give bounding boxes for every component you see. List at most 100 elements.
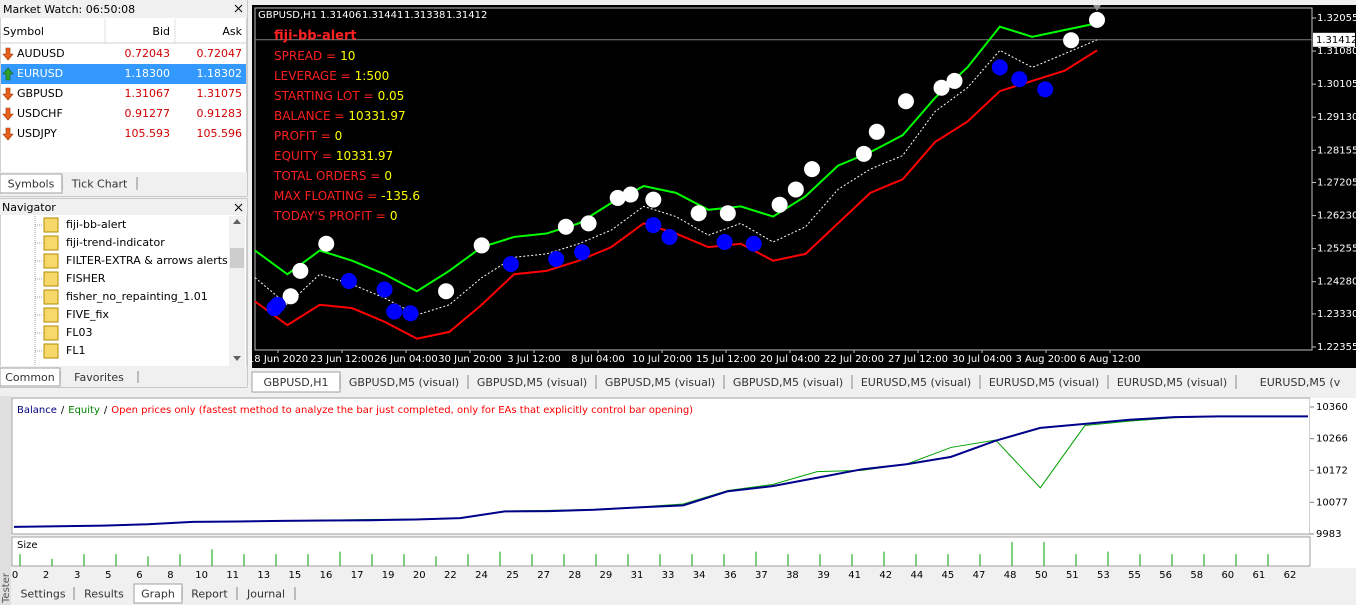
close-icon [234, 4, 243, 13]
x-label: 60 [1221, 570, 1234, 581]
time-label: 3 Aug 20:00 [1015, 354, 1076, 365]
indicator-icon [43, 217, 59, 233]
item-label: fiji-bb-alert [66, 218, 127, 231]
ohlc-price: 1.31441 [362, 10, 403, 21]
tab-label: Journal [246, 588, 285, 601]
quote-row[interactable]: USDJPY 105.593 105.596 [1, 124, 246, 144]
column-header: Ask [222, 25, 242, 38]
time-label: 6 Aug 12:00 [1079, 354, 1140, 365]
tab[interactable]: GBPUSD,M5 (visual) [605, 375, 725, 389]
tab-label: GBPUSD,M5 (visual) [477, 376, 587, 389]
close-button[interactable] [234, 4, 243, 13]
tab[interactable]: EURUSD,M5 (visual) [861, 375, 981, 389]
y-tick-label: 1.26230 [1317, 211, 1356, 222]
navigator-item[interactable]: FL1 [35, 343, 85, 359]
info-value: 0.05 [378, 89, 405, 103]
quote-row[interactable]: GBPUSD 1.31067 1.31075 [1, 84, 246, 104]
y-tick-label: 1.29130 [1317, 112, 1356, 123]
time-label: 23 Jun 12:00 [310, 354, 374, 365]
x-label: 37 [755, 570, 768, 581]
navigator-item[interactable]: FISHER [35, 271, 106, 287]
sell-signal [622, 186, 639, 203]
item-label: FISHER [66, 272, 106, 285]
bid: 1.18300 [125, 67, 171, 80]
scroll-down[interactable] [233, 356, 241, 361]
tab[interactable]: GBPUSD,M5 (visual) [477, 375, 597, 389]
symbol: GBPUSD [17, 87, 63, 100]
item-label: fisher_no_repainting_1.01 [66, 290, 208, 303]
buy-signal [376, 281, 393, 298]
tab[interactable]: Common [0, 367, 61, 387]
indicator-icon [43, 235, 59, 251]
scroll-up[interactable] [233, 219, 241, 224]
tab[interactable]: GBPUSD,H1 [251, 371, 341, 393]
trend-arrow [2, 47, 14, 61]
sell-signal [645, 191, 662, 208]
y-tick-label: 1.28155 [1317, 145, 1356, 156]
buy-signal [574, 244, 591, 261]
tab-label: Common [5, 371, 55, 384]
symbol: AUDUSD [17, 47, 65, 60]
tab[interactable]: Settings [20, 587, 75, 601]
x-label: 34 [693, 570, 706, 581]
info-label: LEVERAGE = [274, 69, 351, 83]
size-label: Size [17, 540, 38, 551]
buy-signal [745, 235, 762, 252]
tab[interactable]: Journal [246, 587, 296, 601]
title-bar [0, 199, 247, 215]
buy-signal [548, 250, 565, 267]
tab[interactable]: GBPUSD,M5 (visual) [733, 375, 853, 389]
sell-signal [609, 189, 626, 206]
tab[interactable]: Report [191, 587, 238, 601]
close-button[interactable] [234, 203, 243, 212]
x-label: 48 [1004, 570, 1017, 581]
y-tick-label: 10266 [1316, 434, 1348, 445]
tab[interactable]: Tick Chart [71, 177, 138, 191]
tab[interactable]: EURUSD,M5 (visual) [989, 375, 1109, 389]
ask: 1.18302 [197, 67, 243, 80]
panel-title: Market Watch: 06:50:08 [3, 3, 135, 16]
tab[interactable]: EURUSD,M5 (visual) [1117, 375, 1237, 389]
tab[interactable]: Favorites [74, 371, 139, 384]
sell-signal [292, 262, 309, 279]
navigator-item[interactable]: FL03 [35, 325, 92, 341]
y-tick-label: 1.23330 [1317, 309, 1356, 320]
time-label: 27 Jul 12:00 [888, 354, 948, 365]
info-value: 10331.97 [348, 109, 405, 123]
x-label: 36 [724, 570, 737, 581]
tab[interactable]: Graph [133, 583, 183, 604]
x-label: 24 [475, 570, 488, 581]
close-icon [234, 203, 243, 212]
tab[interactable]: GBPUSD,M5 (visual) [349, 375, 469, 389]
buy-signal [1011, 71, 1028, 88]
x-label: 58 [1190, 570, 1203, 581]
current-price-box [1313, 32, 1355, 47]
navigator-item[interactable]: fiji-bb-alert [35, 217, 127, 233]
x-label: 45 [942, 570, 955, 581]
x-label: 50 [1035, 570, 1048, 581]
quote-row[interactable]: EURUSD 1.18300 1.18302 [1, 64, 246, 84]
navigator-item[interactable]: fisher_no_repainting_1.01 [35, 289, 208, 305]
navigator-item[interactable]: fiji-trend-indicator [35, 235, 165, 251]
chart-area [252, 5, 1356, 368]
tab-label: Tick Chart [71, 178, 128, 191]
indicator-icon [43, 271, 59, 287]
tab-label: GBPUSD,H1 [264, 376, 329, 389]
navigator-item[interactable]: FILTER-EXTRA & arrows alerts n [35, 253, 238, 269]
legend-item: Equity [68, 405, 100, 416]
quote-row[interactable]: USDCHF 0.91277 0.91283 [1, 104, 246, 124]
tab[interactable]: Symbols [0, 173, 63, 194]
info-label: SPREAD = [274, 49, 336, 63]
trend-arrow [2, 107, 14, 121]
tab[interactable]: EURUSD,M5 (v [1260, 375, 1356, 389]
navigator-item[interactable]: FIVE_fix [35, 307, 109, 323]
x-label: 39 [817, 570, 830, 581]
info-value: 0 [384, 169, 392, 183]
ohlc-price: 1.31412 [446, 10, 487, 21]
item-label: FILTER-EXTRA & arrows alerts n [66, 254, 238, 267]
quote-row[interactable]: AUDUSD 0.72043 0.72047 [1, 44, 246, 64]
x-label: 56 [1159, 570, 1172, 581]
x-label: 2 [43, 570, 49, 581]
info-line: PROFIT = 0 [274, 129, 342, 143]
